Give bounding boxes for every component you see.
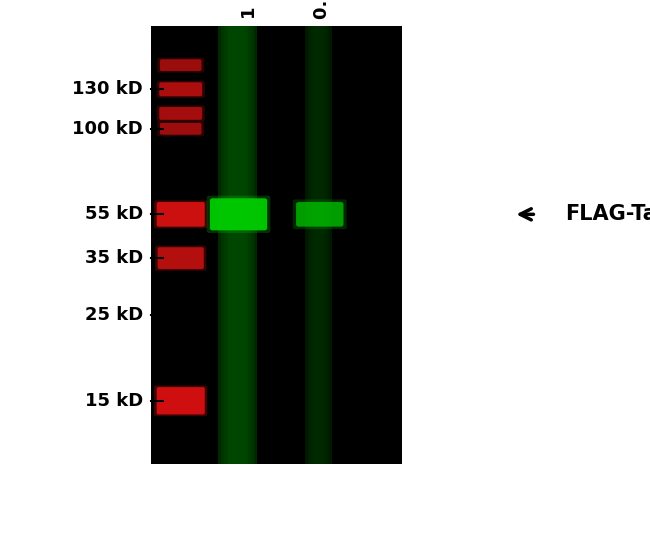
FancyBboxPatch shape: [157, 247, 204, 269]
Text: 25 kD: 25 kD: [84, 306, 143, 324]
Text: 100 kD: 100 kD: [72, 120, 143, 138]
Bar: [311, 26, 326, 464]
FancyBboxPatch shape: [157, 202, 205, 227]
Text: 130 kD: 130 kD: [72, 80, 143, 98]
FancyBboxPatch shape: [155, 246, 207, 271]
FancyBboxPatch shape: [154, 386, 207, 416]
Bar: [313, 26, 324, 464]
FancyBboxPatch shape: [154, 201, 207, 228]
Bar: [226, 26, 248, 464]
Text: 35 kD: 35 kD: [84, 249, 143, 267]
Bar: [220, 26, 254, 464]
Text: 1 ug: 1 ug: [241, 0, 259, 19]
Text: 15 kD: 15 kD: [84, 392, 143, 410]
FancyBboxPatch shape: [157, 121, 204, 136]
FancyBboxPatch shape: [157, 387, 205, 415]
Text: 55 kD: 55 kD: [84, 205, 143, 223]
Text: FLAG-Tag: FLAG-Tag: [566, 204, 650, 224]
FancyBboxPatch shape: [157, 105, 205, 121]
FancyBboxPatch shape: [207, 196, 270, 233]
FancyBboxPatch shape: [292, 200, 347, 230]
FancyBboxPatch shape: [160, 59, 202, 71]
FancyBboxPatch shape: [160, 123, 202, 135]
Bar: [151, 26, 402, 464]
Text: 0.5 ug: 0.5 ug: [313, 0, 331, 19]
Bar: [307, 26, 330, 464]
FancyBboxPatch shape: [159, 82, 202, 96]
FancyBboxPatch shape: [159, 107, 202, 120]
Bar: [229, 26, 245, 464]
Bar: [218, 26, 257, 464]
FancyBboxPatch shape: [296, 202, 343, 227]
FancyBboxPatch shape: [157, 81, 205, 98]
Bar: [224, 26, 251, 464]
Bar: [309, 26, 328, 464]
Bar: [305, 26, 332, 464]
FancyBboxPatch shape: [157, 58, 204, 73]
FancyBboxPatch shape: [210, 198, 267, 231]
